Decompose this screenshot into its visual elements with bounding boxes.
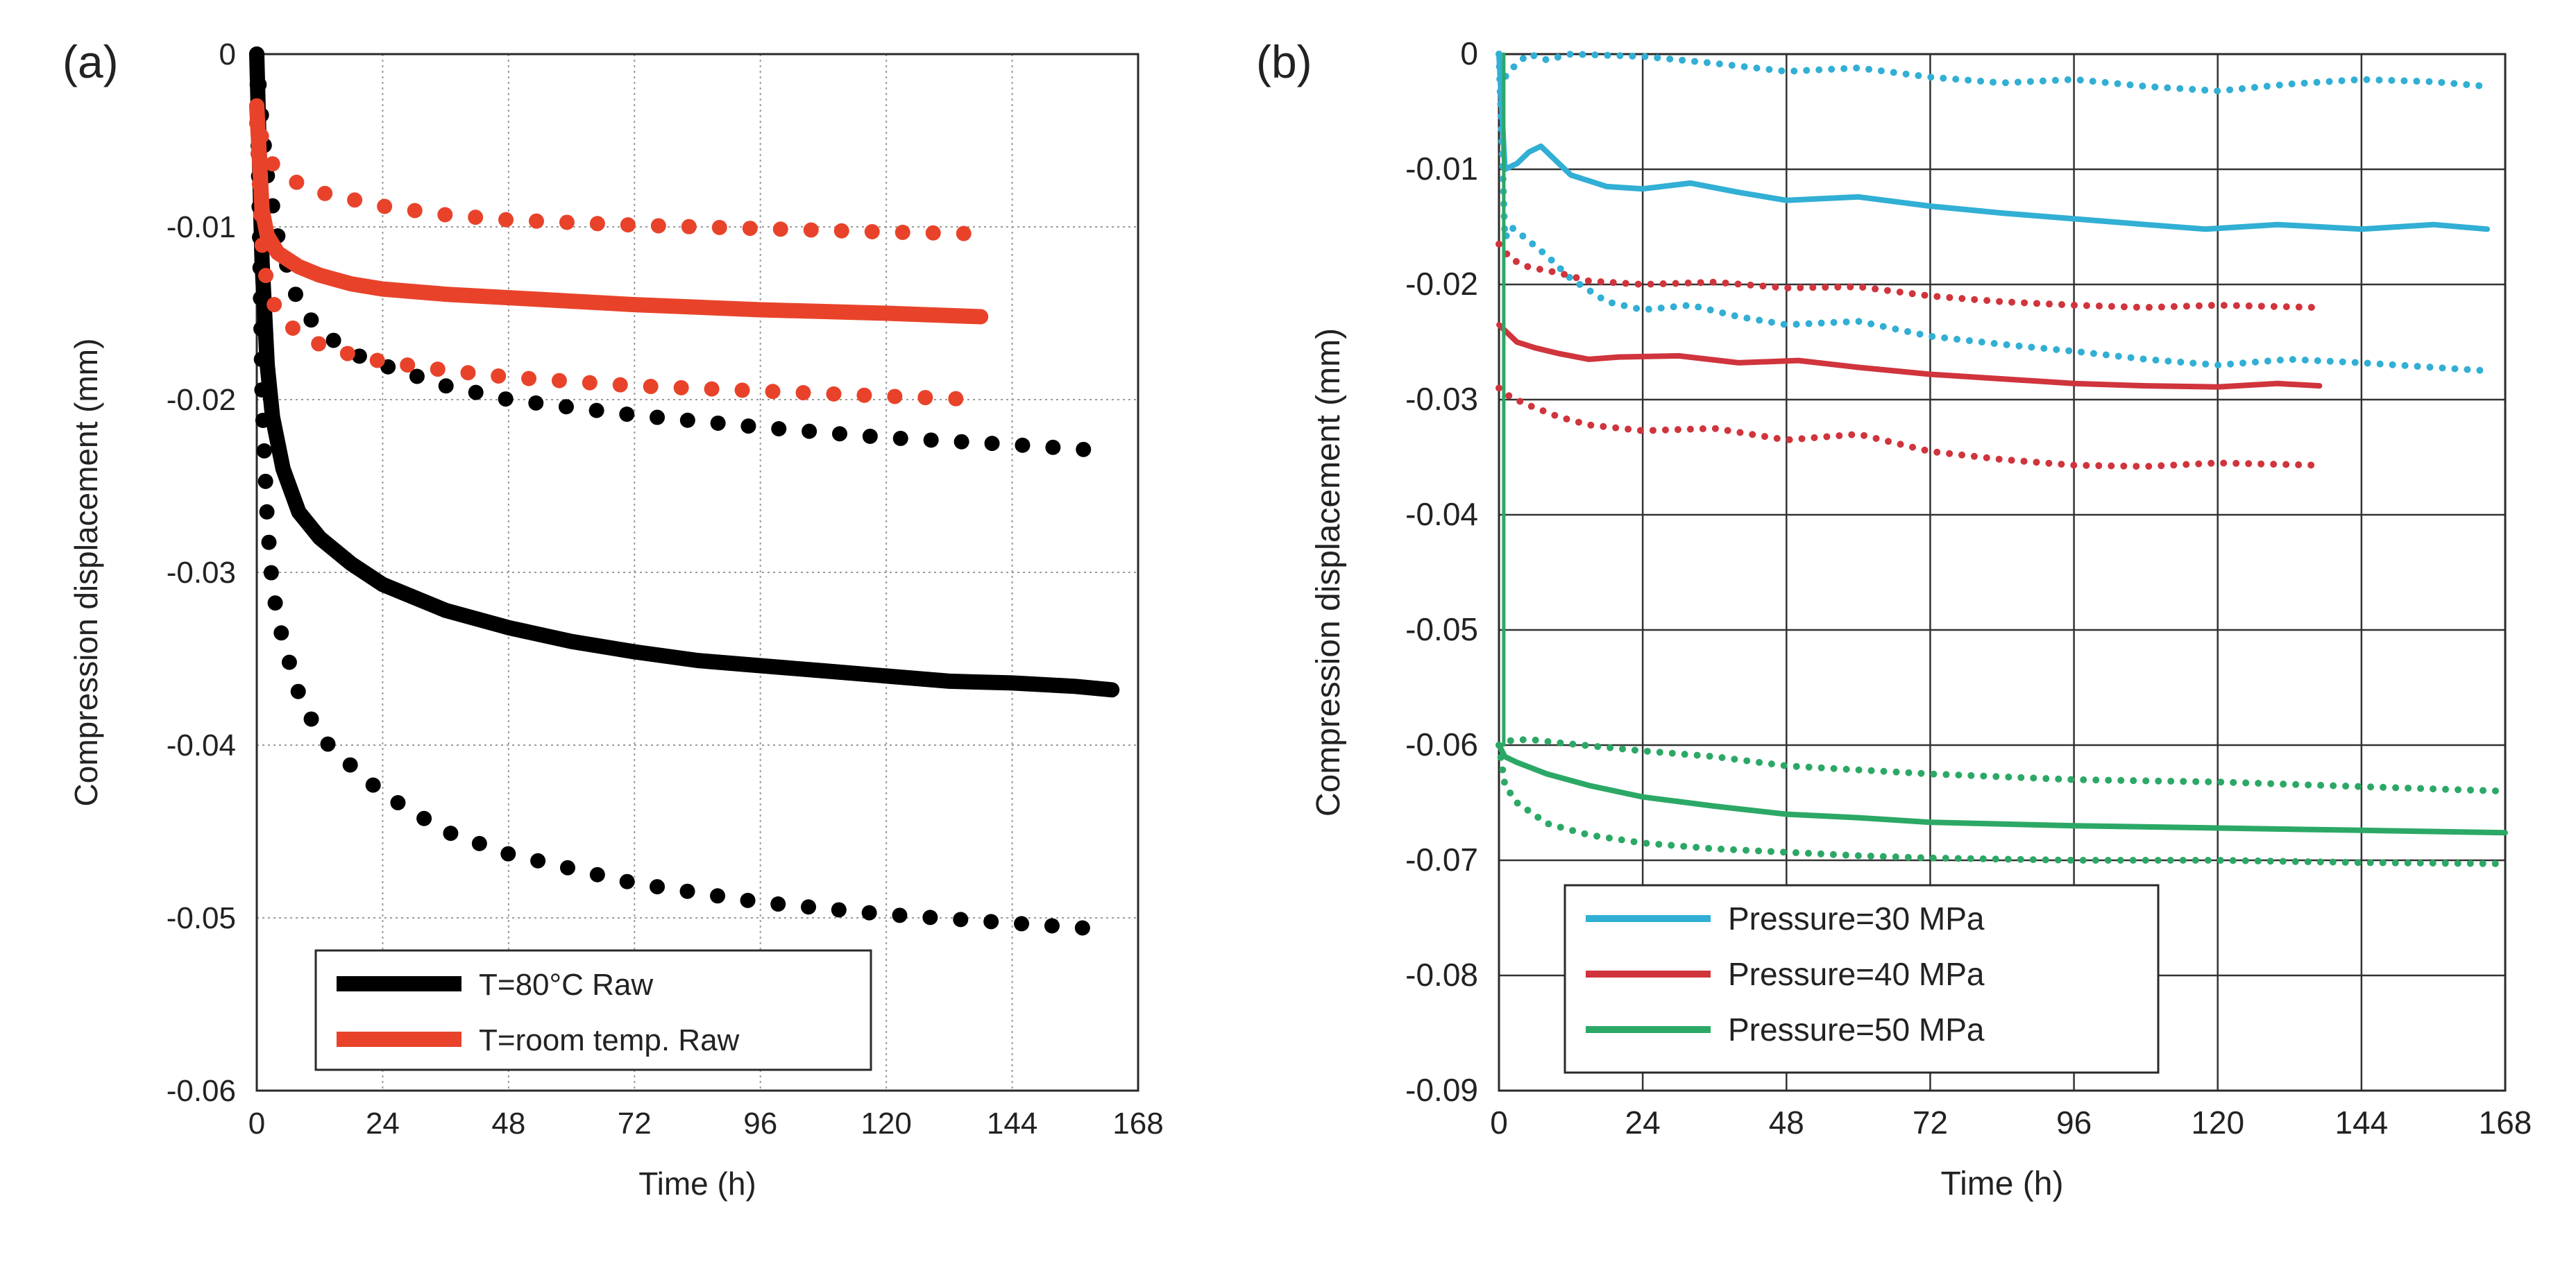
y-tick-label: -0.02 — [1405, 266, 1478, 302]
y-axis-label: Compression displacement (mm) — [68, 339, 104, 807]
legend-label: Pressure=30 MPa — [1728, 901, 1985, 937]
y-tick-label: -0.05 — [1405, 611, 1478, 647]
x-tick-label: 96 — [2056, 1104, 2092, 1141]
plot-frame — [1498, 53, 2507, 1092]
x-tick-label: 144 — [987, 1107, 1037, 1141]
y-tick-label: -0.03 — [167, 556, 236, 590]
y-tick-label: -0.05 — [167, 901, 236, 935]
legend-label: Pressure=50 MPa — [1728, 1012, 1985, 1048]
y-tick-label: -0.04 — [167, 728, 236, 762]
y-tick-label: -0.03 — [1405, 381, 1478, 417]
x-tick-label: 120 — [2191, 1104, 2244, 1141]
y-tick-label: -0.06 — [1405, 726, 1478, 762]
series-line-4 — [249, 98, 989, 325]
y-tick-label: -0.09 — [1405, 1072, 1478, 1108]
series-line-5 — [249, 98, 989, 241]
x-tick-label: 144 — [2334, 1104, 2388, 1141]
series-line-2 — [1495, 51, 2491, 95]
legend-label: T=room temp. Raw — [479, 1023, 740, 1057]
x-tick-label: 168 — [1112, 1107, 1163, 1141]
series-line-6 — [249, 115, 989, 407]
y-axis-label: Compression displacement (mm) — [1310, 328, 1347, 817]
y-tick-label: 0 — [219, 37, 236, 71]
series-line-8 — [1495, 735, 2509, 795]
x-tick-label: 96 — [743, 1107, 777, 1141]
y-tick-label: -0.02 — [167, 383, 236, 417]
legend-label: T=80°C Raw — [479, 968, 653, 1002]
legend: Pressure=30 MPa Pressure=40 MPa Pressure=5… — [1564, 884, 2160, 1074]
x-tick-label: 0 — [1490, 1104, 1508, 1141]
plot-frame — [255, 53, 1139, 1092]
legend-box — [314, 949, 872, 1071]
series-line-4 — [1496, 322, 2323, 390]
x-axis-label: Time (h) — [638, 1166, 756, 1202]
chart-panel-1: 0 24 48 72 96 120 144 168 0 -0.01 -0.02 -0.03 -0.04 -… — [62, 36, 1164, 1202]
x-tick-label: 24 — [366, 1107, 400, 1141]
series-line-3 — [1495, 51, 2491, 375]
x-tick-label: 48 — [1769, 1104, 1804, 1141]
x-axis-label: Time (h) — [1941, 1166, 2064, 1202]
x-tick-label: 168 — [2479, 1104, 2532, 1141]
x-tick-label: 72 — [1913, 1104, 1948, 1141]
y-tick-label: -0.06 — [167, 1074, 236, 1108]
panel-label: (a) — [62, 36, 119, 87]
x-tick-label: 72 — [618, 1107, 652, 1141]
y-tick-label: -0.08 — [1405, 957, 1478, 993]
panel-label: (b) — [1256, 36, 1312, 87]
x-tick-label: 48 — [491, 1107, 525, 1141]
x-tick-label: 0 — [248, 1107, 265, 1141]
y-tick-label: -0.07 — [1405, 842, 1478, 878]
y-tick-label: -0.01 — [167, 210, 236, 244]
x-tick-label: 24 — [1625, 1104, 1661, 1141]
series-line-1 — [1496, 51, 2491, 232]
legend-label: Pressure=40 MPa — [1728, 956, 1985, 992]
y-tick-label: -0.01 — [1405, 151, 1478, 187]
series-line-6 — [1495, 384, 2323, 470]
x-tick-label: 120 — [861, 1107, 911, 1141]
y-tick-label: -0.04 — [1405, 496, 1478, 532]
chart-panel-2: 0 24 48 72 96 120 144 168 0 -0.01 -0.02 -0.03 -0.04 -… — [1256, 35, 2532, 1202]
legend: T=80°C Raw T=room temp. Raw — [314, 949, 872, 1071]
series-line-1 — [249, 46, 1120, 698]
series-line-9 — [1495, 742, 2509, 867]
y-tick-label: 0 — [1460, 35, 1478, 71]
series-line-5 — [1495, 240, 2323, 312]
series-line-7 — [1496, 742, 2508, 836]
